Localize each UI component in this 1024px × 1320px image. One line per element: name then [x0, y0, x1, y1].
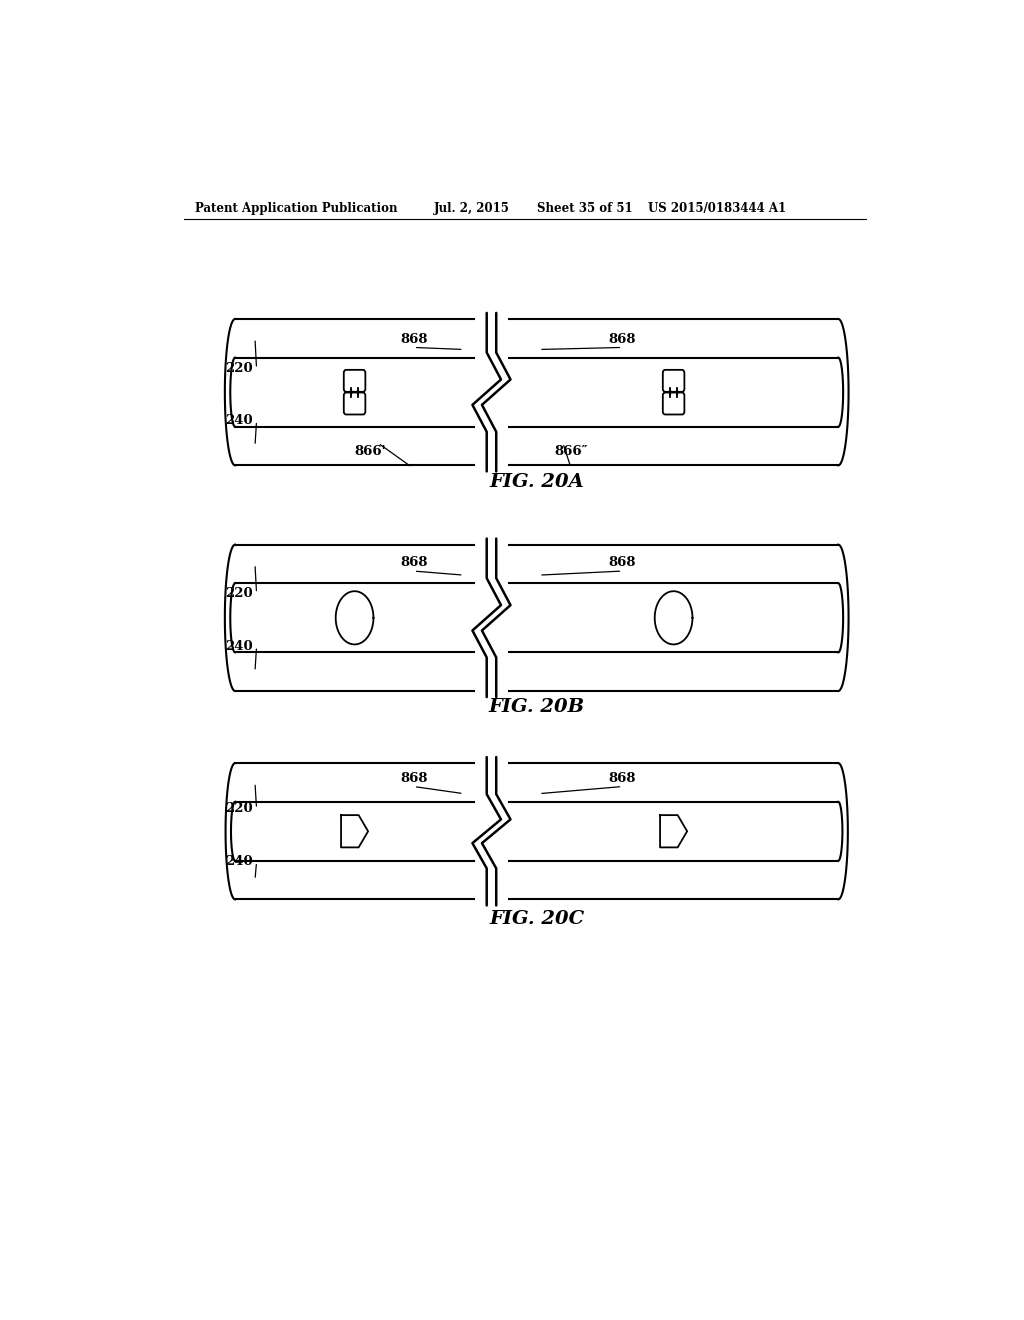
- Bar: [236, 426, 474, 466]
- Ellipse shape: [225, 545, 246, 690]
- Text: 240: 240: [225, 414, 253, 428]
- Bar: [236, 861, 474, 899]
- Ellipse shape: [225, 763, 245, 899]
- Text: FIG. 20A: FIG. 20A: [489, 473, 584, 491]
- Bar: [236, 545, 474, 583]
- Text: 240: 240: [225, 855, 253, 869]
- Bar: [509, 763, 839, 801]
- Bar: [509, 319, 839, 358]
- Ellipse shape: [828, 319, 849, 466]
- Bar: [236, 319, 474, 358]
- FancyBboxPatch shape: [663, 392, 684, 414]
- Ellipse shape: [828, 545, 849, 690]
- Polygon shape: [341, 816, 368, 847]
- Bar: [236, 319, 474, 358]
- Polygon shape: [336, 591, 374, 644]
- Text: 868: 868: [400, 772, 427, 785]
- Bar: [509, 763, 839, 801]
- Bar: [236, 763, 474, 801]
- Bar: [509, 426, 839, 466]
- Bar: [236, 861, 474, 899]
- Text: 866″: 866″: [554, 445, 588, 458]
- Text: Sheet 35 of 51: Sheet 35 of 51: [537, 202, 633, 215]
- Text: FIG. 20B: FIG. 20B: [488, 698, 585, 717]
- Bar: [509, 426, 839, 466]
- Text: 220: 220: [225, 587, 253, 599]
- Bar: [671, 389, 677, 396]
- Text: 868: 868: [608, 557, 636, 569]
- FancyBboxPatch shape: [663, 370, 684, 392]
- Polygon shape: [660, 816, 687, 847]
- Bar: [509, 861, 839, 899]
- Bar: [236, 763, 474, 801]
- Bar: [509, 319, 839, 358]
- Text: FIG. 20C: FIG. 20C: [489, 909, 585, 928]
- Text: 868: 868: [608, 772, 636, 785]
- Text: 220: 220: [225, 803, 253, 816]
- Bar: [509, 545, 839, 583]
- Text: 866': 866': [354, 445, 386, 458]
- Bar: [236, 545, 474, 583]
- Text: 868: 868: [608, 333, 636, 346]
- Text: Jul. 2, 2015: Jul. 2, 2015: [433, 202, 509, 215]
- Bar: [236, 652, 474, 690]
- Bar: [351, 389, 357, 396]
- Ellipse shape: [828, 763, 848, 899]
- Bar: [509, 652, 839, 690]
- FancyBboxPatch shape: [344, 392, 366, 414]
- FancyBboxPatch shape: [344, 370, 366, 392]
- Text: 868: 868: [400, 333, 427, 346]
- Bar: [236, 652, 474, 690]
- Polygon shape: [654, 591, 692, 644]
- Text: 220: 220: [225, 362, 253, 375]
- Text: 240: 240: [225, 640, 253, 653]
- Ellipse shape: [225, 319, 246, 466]
- Bar: [509, 861, 839, 899]
- Text: 868: 868: [400, 557, 427, 569]
- Text: Patent Application Publication: Patent Application Publication: [196, 202, 398, 215]
- Bar: [509, 652, 839, 690]
- Text: US 2015/0183444 A1: US 2015/0183444 A1: [648, 202, 786, 215]
- Bar: [509, 545, 839, 583]
- Bar: [236, 426, 474, 466]
